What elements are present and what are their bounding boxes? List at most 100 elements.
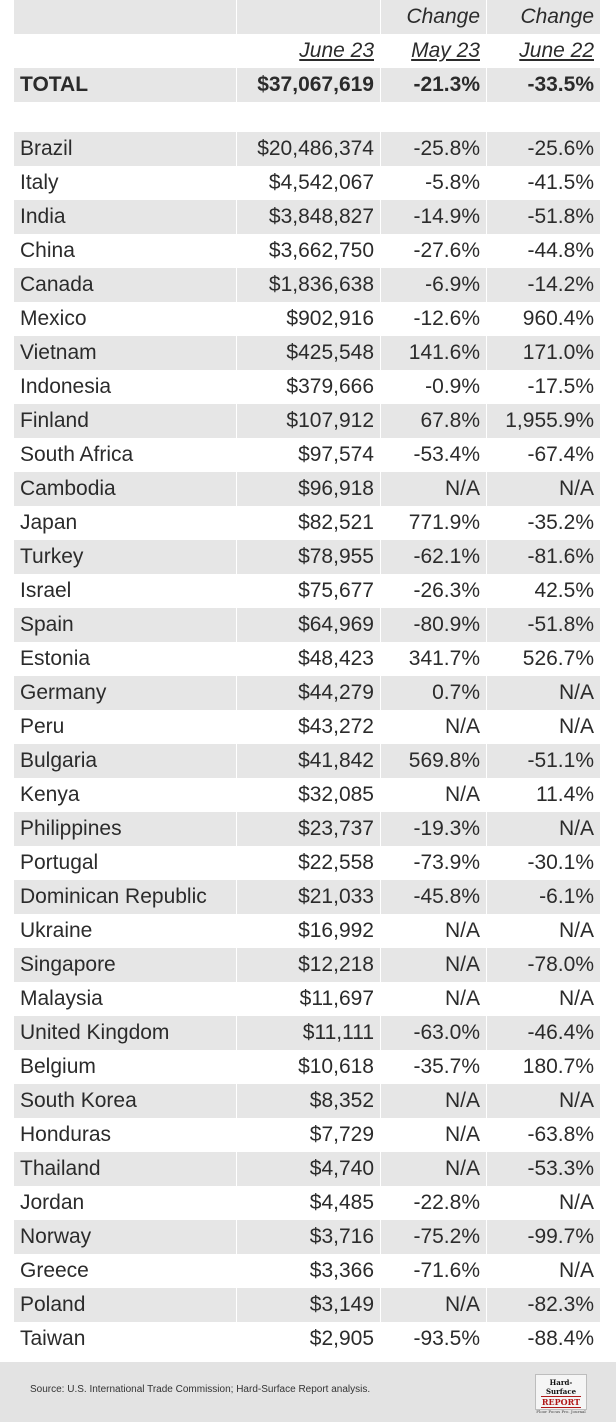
country-cell: Jordan xyxy=(14,1186,237,1220)
change-year-cell: -99.7% xyxy=(487,1220,600,1254)
value-cell: $44,279 xyxy=(237,676,381,710)
header-prev-year: June 22 xyxy=(519,39,594,62)
change-year-cell: 526.7% xyxy=(522,647,594,670)
change-month-cell: 67.8% xyxy=(381,404,487,438)
change-year-cell: -51.8% xyxy=(487,608,600,642)
value-cell: $96,918 xyxy=(237,472,381,506)
change-year-cell: -53.3% xyxy=(487,1152,600,1186)
value-cell: $902,916 xyxy=(237,302,381,336)
hard-surface-report-logo: Hard-Surface REPORT Floor Focus Pro. Jou… xyxy=(535,1374,587,1414)
change-month-cell: -63.0% xyxy=(381,1016,487,1050)
total-change-month: -21.3% xyxy=(381,68,487,102)
change-year-cell: 1,955.9% xyxy=(487,404,600,438)
value-cell: $3,366 xyxy=(237,1254,381,1288)
spacer-cell xyxy=(237,102,381,132)
country-cell: Cambodia xyxy=(14,472,237,506)
value-cell: $22,558 xyxy=(237,846,381,880)
value-cell: $41,842 xyxy=(237,744,381,778)
table-row: Jordan $4,485 -22.8% N/A xyxy=(14,1186,600,1220)
table-row: Cambodia $96,918 N/A N/A xyxy=(14,472,600,506)
country-cell: Poland xyxy=(14,1288,237,1322)
country-cell: Israel xyxy=(14,574,237,608)
change-month-cell: N/A xyxy=(381,1084,487,1118)
change-month-cell: -6.9% xyxy=(381,268,487,302)
change-month-cell: N/A xyxy=(381,778,487,812)
table-row: Vietnam $425,548 141.6% 171.0% xyxy=(14,336,600,370)
country-cell: Singapore xyxy=(14,948,237,982)
table-row: Brazil $20,486,374 -25.8% -25.6% xyxy=(14,132,600,166)
value-cell: $11,697 xyxy=(237,982,381,1016)
source-note: Source: U.S. International Trade Commiss… xyxy=(30,1384,371,1395)
spacer-cell xyxy=(381,102,487,132)
change-month-cell: -27.6% xyxy=(381,234,487,268)
table-row: Singapore $12,218 N/A -78.0% xyxy=(14,948,600,982)
change-year-cell: N/A xyxy=(487,472,600,506)
change-month-cell: N/A xyxy=(381,1118,487,1152)
country-cell: Japan xyxy=(14,506,237,540)
country-cell: Finland xyxy=(14,404,237,438)
table-row: Bulgaria $41,842 569.8% -51.1% xyxy=(14,744,600,778)
country-cell: Turkey xyxy=(14,540,237,574)
table-row: Indonesia $379,666 -0.9% -17.5% xyxy=(14,370,600,404)
table-row: South Africa $97,574 -53.4% -67.4% xyxy=(14,438,600,472)
spacer-row xyxy=(14,102,600,132)
country-cell: Kenya xyxy=(14,778,237,812)
country-cell: United Kingdom xyxy=(14,1016,237,1050)
change-month-cell: -14.9% xyxy=(381,200,487,234)
country-cell: Italy xyxy=(14,166,237,200)
table-row: Belgium $10,618 -35.7% 180.7% xyxy=(14,1050,600,1084)
value-cell: $75,677 xyxy=(237,574,381,608)
logo-line-2: REPORT xyxy=(541,1396,581,1408)
country-cell: Germany xyxy=(14,676,237,710)
change-year-cell: -17.5% xyxy=(527,375,594,398)
change-year-cell: -41.5% xyxy=(527,171,594,194)
change-month-cell: 771.9% xyxy=(381,506,487,540)
table-row: Spain $64,969 -80.9% -51.8% xyxy=(14,608,600,642)
country-cell: South Korea xyxy=(14,1084,237,1118)
table-row: Thailand $4,740 N/A -53.3% xyxy=(14,1152,600,1186)
country-cell: Vietnam xyxy=(14,336,237,370)
change-month-cell: -62.1% xyxy=(381,540,487,574)
value-cell: $3,662,750 xyxy=(237,234,381,268)
value-cell: $23,737 xyxy=(237,812,381,846)
table-row: Estonia $48,423 341.7% 526.7% xyxy=(14,642,600,676)
table-row: United Kingdom $11,111 -63.0% -46.4% xyxy=(14,1016,600,1050)
change-month-cell: -35.7% xyxy=(381,1050,487,1084)
change-year-cell: 180.7% xyxy=(522,1055,594,1078)
change-month-cell: -0.9% xyxy=(381,370,487,404)
header-empty-cell xyxy=(14,34,237,68)
country-cell: Spain xyxy=(14,608,237,642)
spacer-cell xyxy=(14,102,237,132)
country-cell: Taiwan xyxy=(14,1322,237,1356)
change-month-cell: 569.8% xyxy=(381,744,487,778)
header-empty-cell xyxy=(237,0,381,34)
imports-table: Change Change June 23 May 23 June 22 TOT… xyxy=(14,0,600,1356)
change-year-cell: -44.8% xyxy=(527,239,594,262)
change-month-cell: -45.8% xyxy=(381,880,487,914)
change-month-cell: 141.6% xyxy=(381,336,487,370)
table-row: Canada $1,836,638 -6.9% -14.2% xyxy=(14,268,600,302)
value-cell: $1,836,638 xyxy=(237,268,381,302)
value-cell: $20,486,374 xyxy=(237,132,381,166)
change-month-cell: N/A xyxy=(381,710,487,744)
value-cell: $64,969 xyxy=(237,608,381,642)
change-year-cell: 171.0% xyxy=(487,336,600,370)
change-month-cell: -80.9% xyxy=(381,608,487,642)
value-cell: $43,272 xyxy=(237,710,381,744)
country-cell: Malaysia xyxy=(14,982,237,1016)
change-year-cell: N/A xyxy=(487,676,600,710)
header-change-label: Change xyxy=(487,0,600,34)
table-row: India $3,848,827 -14.9% -51.8% xyxy=(14,200,600,234)
value-cell: $78,955 xyxy=(237,540,381,574)
value-cell: $3,149 xyxy=(237,1288,381,1322)
table-row: Germany $44,279 0.7% N/A xyxy=(14,676,600,710)
change-year-cell: -6.1% xyxy=(487,880,600,914)
value-cell: $16,992 xyxy=(237,914,381,948)
change-month-cell: N/A xyxy=(381,948,487,982)
country-cell: Indonesia xyxy=(14,370,237,404)
value-cell: $97,574 xyxy=(237,438,381,472)
change-year-cell: N/A xyxy=(558,1191,594,1214)
change-month-cell: N/A xyxy=(381,982,487,1016)
table-row: Japan $82,521 771.9% -35.2% xyxy=(14,506,600,540)
change-year-cell: -67.4% xyxy=(527,443,594,466)
